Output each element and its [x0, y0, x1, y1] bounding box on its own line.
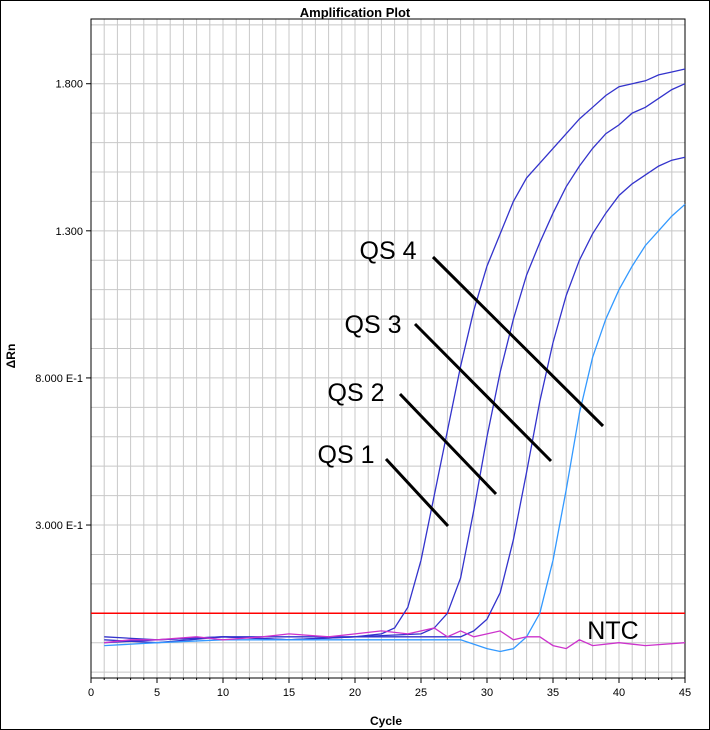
x-tick-label: 45 [679, 687, 691, 699]
annotation-qs-1: QS 1 [318, 441, 375, 469]
chart-title: Amplification Plot [300, 5, 411, 20]
leader-line-qs-4 [431, 255, 605, 428]
series-line-ntc [104, 627, 686, 650]
x-tick-label: 0 [88, 687, 94, 699]
x-tick-label: 35 [547, 687, 559, 699]
x-tick-label: 5 [154, 687, 160, 699]
x-tick-label: 25 [415, 687, 427, 699]
leader-line-qs-2 [398, 392, 498, 496]
axes: 0 5 10 15 20 25 30 35 40 45 3.000 E-1 8.000 E-1 1.30… [35, 18, 691, 699]
grid [91, 19, 685, 678]
annotation-qs-2: QS 2 [328, 379, 385, 407]
plot-frame [90, 18, 686, 679]
y-tick-label: 8.000 E-1 [35, 373, 83, 385]
annotation-ntc: NTC [587, 617, 638, 645]
x-tick-label: 30 [481, 687, 493, 699]
series-line-qs-4 [104, 68, 686, 641]
x-tick-label: 20 [349, 687, 361, 699]
series-line-qs-1 [104, 203, 686, 653]
y-tick-label: 1.800 [55, 79, 83, 91]
leader-line-qs-1 [384, 457, 450, 528]
series-line-qs-2 [104, 156, 686, 644]
x-tick-label: 15 [283, 687, 295, 699]
x-tick-label: 10 [217, 687, 229, 699]
leader-line-qs-3 [413, 322, 553, 463]
annotation-qs-4: QS 4 [360, 237, 417, 265]
series-layer [104, 68, 686, 653]
annotation-layer: QS 4 QS 3 QS 2 QS 1 NTC [318, 237, 639, 645]
y-axis-label: ΔRn [4, 344, 18, 369]
x-axis-label: Cycle [370, 714, 402, 728]
annotation-qs-3: QS 3 [345, 311, 402, 339]
y-tick-label: 3.000 E-1 [35, 520, 83, 532]
x-tick-label: 40 [613, 687, 625, 699]
y-tick-label: 1.300 [55, 226, 83, 238]
